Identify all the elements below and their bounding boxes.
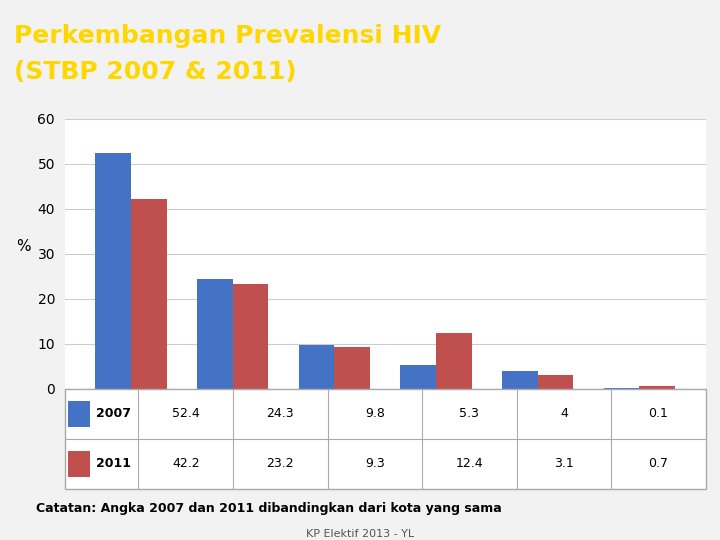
Text: 3.1: 3.1	[554, 457, 574, 470]
Bar	[233, 285, 269, 389]
Bar	[68, 451, 91, 477]
Text: Catatan: Angka 2007 dan 2011 dibandingkan dari kota yang sama: Catatan: Angka 2007 dan 2011 dibandingka…	[36, 502, 502, 515]
Bar	[400, 365, 436, 389]
Bar	[436, 333, 472, 389]
Text: 23.2: 23.2	[266, 457, 294, 470]
Text: 9.3: 9.3	[365, 457, 384, 470]
Y-axis label: %: %	[17, 239, 31, 254]
Bar	[131, 199, 166, 389]
Bar	[68, 401, 91, 427]
Text: KP Elektif 2013 - YL: KP Elektif 2013 - YL	[306, 529, 414, 538]
Bar	[299, 345, 334, 389]
Text: 12.4: 12.4	[456, 457, 483, 470]
Text: (STBP 2007 & 2011): (STBP 2007 & 2011)	[14, 60, 297, 84]
Text: Perkembangan Prevalensi HIV: Perkembangan Prevalensi HIV	[14, 24, 441, 48]
Text: 2007: 2007	[96, 407, 130, 420]
Text: 52.4: 52.4	[172, 407, 199, 420]
Text: 24.3: 24.3	[266, 407, 294, 420]
Text: 4: 4	[560, 407, 568, 420]
Text: 0.1: 0.1	[649, 407, 668, 420]
Bar	[95, 153, 131, 389]
Bar	[639, 386, 675, 389]
Bar	[334, 347, 370, 389]
Text: 2011: 2011	[96, 457, 130, 470]
Bar	[538, 375, 573, 389]
Text: 9.8: 9.8	[365, 407, 384, 420]
Text: 42.2: 42.2	[172, 457, 199, 470]
Bar	[502, 371, 538, 389]
Text: 5.3: 5.3	[459, 407, 480, 420]
Bar	[197, 280, 233, 389]
Text: 0.7: 0.7	[648, 457, 668, 470]
